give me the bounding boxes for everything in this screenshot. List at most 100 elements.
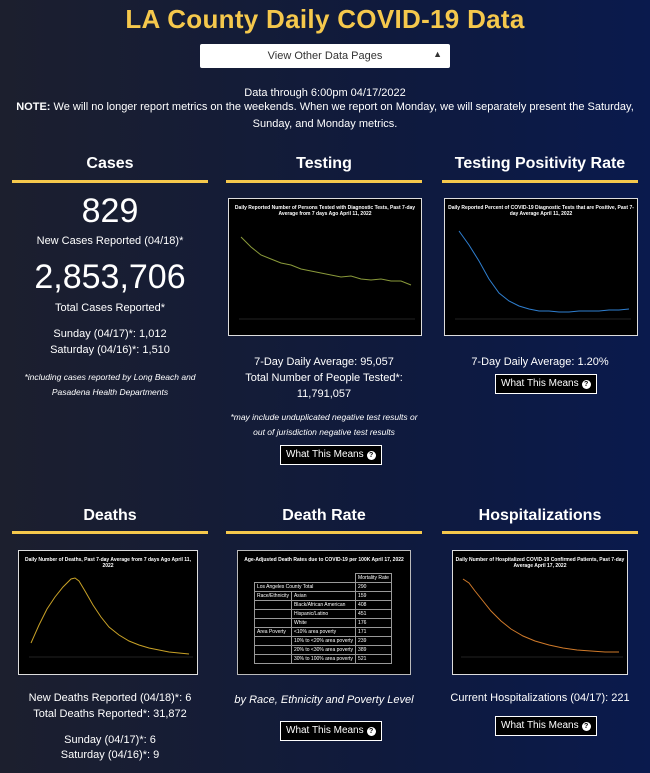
mortality-table-row: 30% to 100% area poverty 521 xyxy=(254,654,392,664)
death-rate-underline xyxy=(226,531,422,534)
mortality-table-row: Hispanic/Latino 451 xyxy=(254,609,392,619)
testing-chart-svg xyxy=(239,236,415,320)
mortality-cell-value: 521 xyxy=(355,654,392,664)
county-total-label: Los Angeles County Total xyxy=(253,582,357,592)
testing-chart-title: Daily Reported Number of Persons Tested … xyxy=(234,205,416,217)
new-cases-label: New Cases Reported (04/18)* xyxy=(36,235,184,247)
question-icon: ? xyxy=(366,727,376,736)
testing-line xyxy=(240,236,412,286)
total-deaths: Total Deaths Reported*: 31,872 xyxy=(33,708,187,720)
mortality-cell-value: 176 xyxy=(355,618,392,628)
mortality-cell-value: 159 xyxy=(355,591,392,601)
total-cases-value: 2,853,706 xyxy=(34,258,186,296)
cases-underline xyxy=(12,180,208,183)
question-icon: ? xyxy=(581,380,591,389)
testing-heading: Testing xyxy=(296,155,352,172)
deaths-chart-title: Daily Number of Deaths, Past 7-day Avera… xyxy=(25,557,191,569)
mortality-cell-label: 30% to 100% area poverty xyxy=(290,654,357,664)
testing-button-label: What This Means xyxy=(286,449,364,460)
death-rate-caption: by Race, Ethnicity and Poverty Level xyxy=(234,694,414,706)
mortality-table-row: White 176 xyxy=(254,618,392,628)
mortality-cell-group xyxy=(254,609,292,619)
positivity-button-label: What This Means xyxy=(501,378,579,389)
death-rate-button-label: What This Means xyxy=(286,725,364,736)
hospitalizations-what-this-means-button[interactable]: What This Means? xyxy=(495,716,597,736)
testing-chart: Daily Reported Number of Persons Tested … xyxy=(228,198,422,336)
mortality-cell-label: 10% to <20% area poverty xyxy=(290,636,357,646)
mortality-cell-value: 171 xyxy=(355,627,392,637)
mortality-cell-value: 451 xyxy=(355,609,392,619)
sort-arrows-icon: ▲ xyxy=(433,49,442,59)
testing-underline xyxy=(226,180,422,183)
weekend-note: NOTE: We will no longer report metrics o… xyxy=(10,99,640,133)
deaths-underline xyxy=(12,531,208,534)
data-pages-select[interactable]: View Other Data Pages ▲ xyxy=(200,44,450,68)
hospitalizations-chart-title: Daily Number of Hospitalized COVID-19 Co… xyxy=(455,557,625,569)
deaths-chart: Daily Number of Deaths, Past 7-day Avera… xyxy=(18,550,198,675)
hospitalizations-chart: Daily Number of Hospitalized COVID-19 Co… xyxy=(452,550,628,675)
total-cases-label: Total Cases Reported* xyxy=(54,302,166,314)
mortality-cell-label: <10% area poverty xyxy=(290,627,357,637)
mortality-cell-group xyxy=(254,645,292,655)
mortality-table-row: 10% to <20% area poverty 239 xyxy=(254,636,392,646)
question-icon: ? xyxy=(581,722,591,731)
death-rate-table-chart: Age-Adjusted Death Rates due to COVID-19… xyxy=(237,550,411,675)
cases-heading: Cases xyxy=(86,155,134,172)
positivity-chart-svg xyxy=(455,230,631,320)
hospitalizations-chart-svg xyxy=(461,578,623,658)
mortality-cell-label: Hispanic/Latino xyxy=(290,609,357,619)
death-rate-heading: Death Rate xyxy=(282,507,366,524)
mortality-cell-group: Race/Ethnicity xyxy=(254,591,292,601)
note-label: NOTE: xyxy=(16,101,51,113)
hospitalizations-heading: Hospitalizations xyxy=(478,507,602,524)
testing-what-this-means-button[interactable]: What This Means? xyxy=(280,445,382,465)
note-text: We will no longer report metrics on the … xyxy=(53,101,634,130)
testing-avg: 7-Day Daily Average: 95,057 xyxy=(254,356,394,368)
hospitalizations-line xyxy=(462,578,619,653)
new-cases-value: 829 xyxy=(81,192,139,230)
mortality-cell-group xyxy=(254,654,292,664)
positivity-underline xyxy=(442,180,638,183)
new-deaths: New Deaths Reported (04/18)*: 6 xyxy=(28,692,192,704)
mortality-cell-group xyxy=(254,600,292,610)
mortality-cell-group xyxy=(254,636,292,646)
mortality-table-row: 20% to <30% area poverty 389 xyxy=(254,645,392,655)
mortality-cell-label: Asian xyxy=(290,591,357,601)
current-hospitalizations: Current Hospitalizations (04/17): 221 xyxy=(450,692,630,704)
death-rate-what-this-means-button[interactable]: What This Means? xyxy=(280,721,382,741)
mortality-cell-label: 20% to <30% area poverty xyxy=(290,645,357,655)
mortality-cell-group: Area Poverty xyxy=(254,627,292,637)
cases-footnote: *including cases reported by Long Beach … xyxy=(24,372,196,397)
mortality-cell-label: Black/African American xyxy=(290,600,357,610)
death-rate-chart-title: Age-Adjusted Death Rates due to COVID-19… xyxy=(244,557,404,563)
sunday-cases: Sunday (04/17)*: 1,012 xyxy=(53,328,167,340)
deaths-line xyxy=(30,577,190,655)
saturday-deaths: Saturday (04/16)*: 9 xyxy=(60,749,160,761)
mortality-cell-value: 239 xyxy=(355,636,392,646)
mortality-rate-table: Mortality Rate Los Angeles County Total … xyxy=(253,573,392,664)
mortality-table-row: Area Poverty <10% area poverty 171 xyxy=(254,627,392,637)
positivity-chart-title: Daily Reported Percent of COVID-19 Diagn… xyxy=(448,205,634,217)
saturday-cases: Saturday (04/16)*: 1,510 xyxy=(50,344,170,356)
deaths-chart-svg xyxy=(29,577,193,658)
mortality-table-row: Black/African American 408 xyxy=(254,600,392,610)
sunday-deaths: Sunday (04/17)*: 6 xyxy=(64,734,156,746)
data-through-text: Data through 6:00pm 04/17/2022 xyxy=(244,87,406,99)
positivity-what-this-means-button[interactable]: What This Means? xyxy=(495,374,597,394)
page-title: LA County Daily COVID-19 Data xyxy=(125,4,525,34)
testing-footnote: *may include unduplicated negative test … xyxy=(230,412,418,437)
hospitalizations-underline xyxy=(442,531,638,534)
positivity-line xyxy=(458,230,630,313)
mortality-rate-header: Mortality Rate xyxy=(355,573,392,583)
question-icon: ? xyxy=(366,451,376,460)
mortality-cell-value: 408 xyxy=(355,600,392,610)
testing-total: Total Number of People Tested*: 11,791,0… xyxy=(245,372,403,400)
county-total-value: 290 xyxy=(355,582,392,592)
deaths-heading: Deaths xyxy=(83,507,137,524)
select-value: View Other Data Pages xyxy=(267,50,383,62)
positivity-heading: Testing Positivity Rate xyxy=(454,155,626,172)
positivity-chart: Daily Reported Percent of COVID-19 Diagn… xyxy=(444,198,638,336)
mortality-cell-value: 389 xyxy=(355,645,392,655)
mortality-cell-label: White xyxy=(290,618,357,628)
hospitalizations-button-label: What This Means xyxy=(501,720,579,731)
